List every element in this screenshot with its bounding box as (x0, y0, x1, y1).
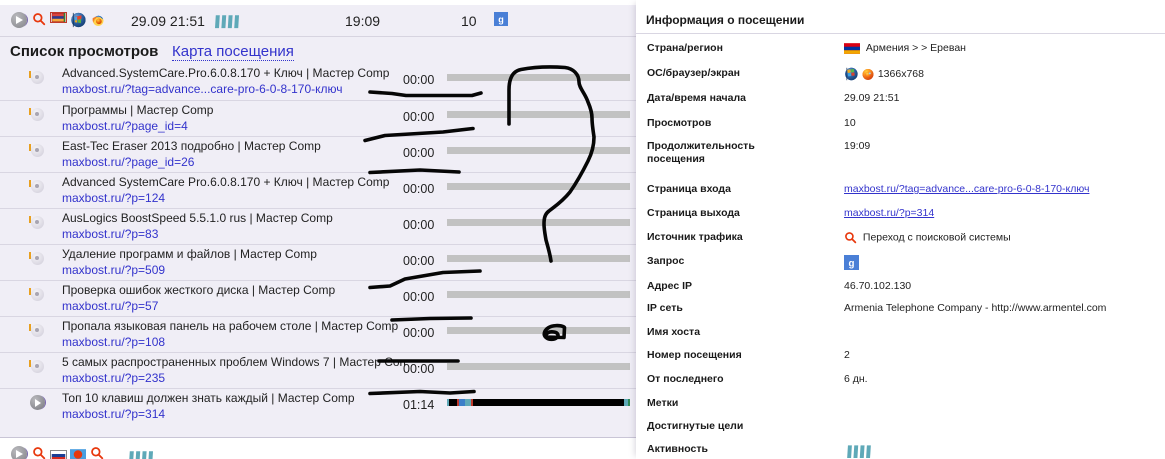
svg-text:g: g (849, 258, 855, 269)
svg-text:g: g (498, 15, 504, 25)
